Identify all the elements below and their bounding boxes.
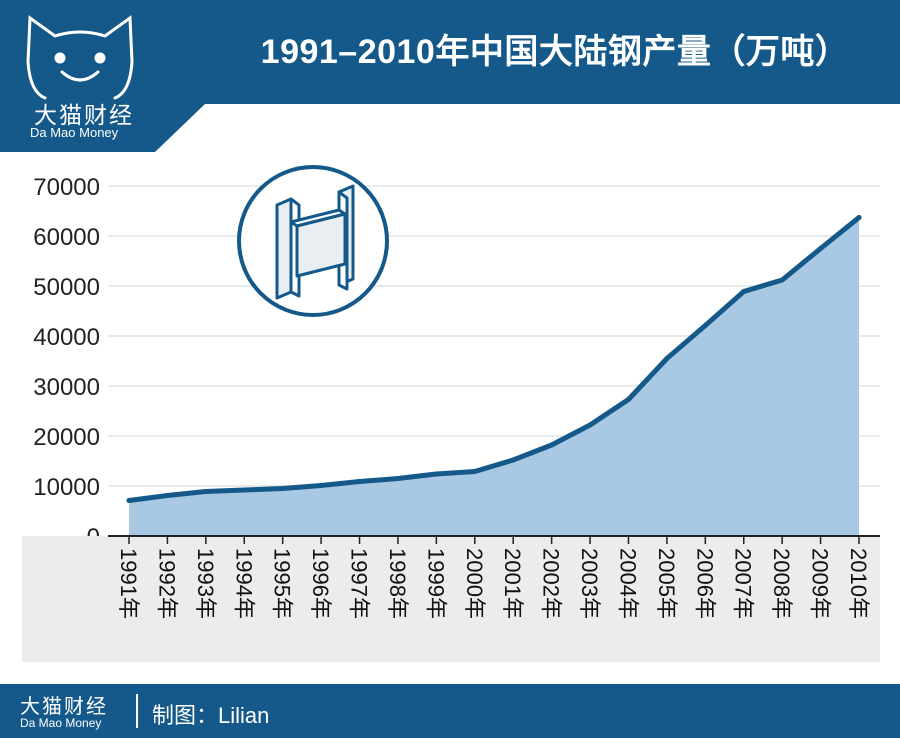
x-tick-label: 1996年 (308, 548, 333, 619)
footer-brand-cn: 大猫财经 (20, 696, 108, 718)
data-point (433, 471, 439, 477)
x-tick-label: 1991年 (116, 548, 141, 619)
x-tick-label: 2000年 (462, 548, 487, 619)
x-tick-label: 2008年 (769, 548, 794, 619)
x-tick-label: 2002年 (539, 548, 564, 619)
data-point (357, 479, 363, 484)
data-point (164, 493, 170, 498)
x-tick-label: 2007年 (731, 548, 756, 619)
cat-face-logo-icon (26, 15, 134, 100)
data-point (549, 442, 555, 448)
x-tick-label: 1998年 (385, 548, 410, 619)
data-point (625, 397, 631, 402)
brand-name-en: Da Mao Money (30, 125, 119, 140)
steel-output-chart: 010000200003000040000500006000070000 199… (22, 165, 880, 662)
footer-credit: 制图：Lilian (152, 703, 270, 728)
data-point (395, 476, 401, 481)
steel-i-beam-icon (237, 165, 389, 317)
data-point (702, 323, 708, 328)
series-area (126, 215, 862, 536)
page-title: 1991–2010年中国大陆钢产量（万吨） (260, 33, 850, 71)
x-tick-label: 1997年 (347, 548, 372, 619)
x-tick-label: 1995年 (270, 548, 295, 619)
x-axis-ticks: 1991年 1992年 1993年 1994年 1995年 1996年 1997年 1998年… (108, 535, 880, 619)
y-tick-label: 20000 (33, 424, 100, 451)
series-line (126, 215, 862, 503)
x-tick-label: 2004年 (615, 548, 640, 619)
series-area-fill (129, 217, 859, 536)
data-point (126, 498, 132, 503)
y-tick-label: 30000 (33, 374, 100, 401)
y-tick-label: 40000 (33, 324, 100, 351)
data-point (779, 277, 785, 283)
data-point (587, 422, 593, 428)
data-point (510, 457, 516, 463)
x-tick-label: 2001年 (500, 548, 525, 619)
x-tick-label: 1992年 (154, 548, 179, 619)
y-axis-ticks: 010000200003000040000500006000070000 (33, 174, 100, 551)
data-point (664, 356, 670, 361)
data-point (741, 289, 747, 294)
x-tick-label: 2006年 (692, 548, 717, 619)
data-point (280, 486, 286, 491)
x-tick-label: 2005年 (654, 548, 679, 619)
footer-brand-en: Da Mao Money (20, 716, 102, 730)
x-tick-label: 2010年 (846, 548, 871, 619)
x-tick-label: 1993年 (193, 548, 218, 619)
data-point (203, 489, 209, 494)
data-point (856, 215, 862, 220)
x-tick-label: 1994年 (231, 548, 256, 619)
x-tick-label: 2003年 (577, 548, 602, 619)
y-tick-label: 50000 (33, 274, 100, 301)
footer-bar: 大猫财经 Da Mao Money 制图：Lilian (0, 684, 900, 738)
x-tick-label: 1999年 (423, 548, 448, 619)
data-point (472, 469, 478, 474)
y-tick-label: 70000 (33, 174, 100, 201)
y-tick-label: 60000 (33, 224, 100, 251)
x-axis-band (22, 536, 880, 662)
data-point (241, 487, 247, 493)
logo-tab (0, 0, 205, 152)
footer-divider (136, 694, 138, 728)
y-tick-label: 10000 (33, 474, 100, 501)
x-tick-label: 2009年 (808, 548, 833, 619)
data-point (818, 246, 824, 251)
brand-name-cn: 大猫财经 (34, 102, 134, 128)
data-point (318, 483, 324, 488)
